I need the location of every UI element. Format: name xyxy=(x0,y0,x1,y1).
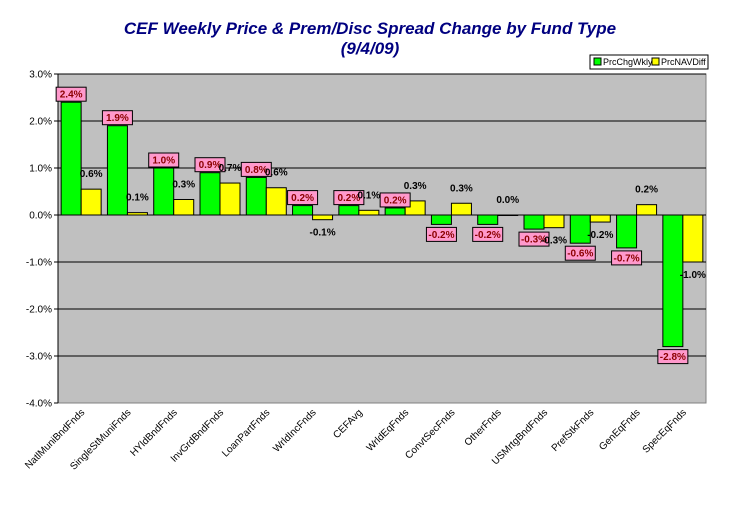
legend-swatch-series1 xyxy=(593,57,602,66)
bar-series2 xyxy=(265,187,287,216)
data-label-box xyxy=(148,152,180,168)
category-label: HYldBndFnds xyxy=(128,407,179,458)
bar-series1 xyxy=(430,214,452,225)
bar-series2 xyxy=(173,198,195,216)
data-label-series1: -0.7% xyxy=(614,253,640,264)
data-label-box xyxy=(240,161,272,177)
bar-series1 xyxy=(477,214,499,225)
data-label-series1: 2.4% xyxy=(60,90,83,101)
bar-series2 xyxy=(312,214,334,221)
bars xyxy=(60,101,704,348)
data-label-box xyxy=(425,226,457,242)
legend-label-series2: PrcNAVDiff xyxy=(661,57,706,67)
chart-subtitle: (9/4/09) xyxy=(341,39,400,58)
y-tick-label: 0.0% xyxy=(29,211,52,222)
data-label-series1: -0.3% xyxy=(521,235,547,246)
data-label-box xyxy=(657,349,689,365)
category-label: WrldEqFnds xyxy=(365,407,412,454)
data-label-series2: 0.6% xyxy=(265,168,288,179)
y-tick-label: -1.0% xyxy=(26,258,52,269)
bar-series1 xyxy=(523,214,545,230)
category-label: SpecEqFnds xyxy=(641,407,689,455)
bar-series2 xyxy=(543,214,565,229)
data-label-series2: 0.6% xyxy=(80,169,103,180)
data-labels: 2.4%0.6%1.9%0.1%1.0%0.3%0.9%0.7% 0.8%0.6%… xyxy=(55,86,706,365)
legend: PrcChgWkly PrcNAVDiff xyxy=(589,54,709,70)
data-label-box xyxy=(55,86,87,102)
data-label-series1: 1.9% xyxy=(106,113,129,124)
data-label-box xyxy=(611,250,643,266)
data-label-series1: 0.2% xyxy=(384,195,407,206)
legend-box xyxy=(589,54,709,70)
data-label-series1: 1.0% xyxy=(152,156,175,167)
bar-series1 xyxy=(153,167,175,216)
bar-series2 xyxy=(589,214,611,223)
category-label: LoanPartFnds xyxy=(220,407,272,459)
bar-series1 xyxy=(106,125,128,216)
y-tick-label: 1.0% xyxy=(29,164,52,175)
data-label-series2: 0.7% xyxy=(219,163,242,174)
data-label-series1: -2.8% xyxy=(660,352,686,363)
data-label-series1: -0.2% xyxy=(428,230,454,241)
plot-area xyxy=(57,73,707,404)
bar-series2 xyxy=(682,214,704,263)
data-label-box xyxy=(287,190,319,206)
data-label-series2: -1.0% xyxy=(680,270,706,281)
data-label-box xyxy=(194,157,226,173)
data-label-series2: 0.1% xyxy=(357,190,380,201)
y-tick-label: 3.0% xyxy=(29,70,52,81)
bar-series1 xyxy=(292,205,314,216)
data-label-box xyxy=(333,190,365,206)
category-label: ConvtSecFnds xyxy=(403,407,457,461)
bar-series2 xyxy=(636,204,658,216)
data-label-series1: 0.2% xyxy=(291,193,314,204)
data-label-box xyxy=(379,192,411,208)
data-label-box xyxy=(101,110,133,126)
chart-title: CEF Weekly Price & Prem/Disc Spread Chan… xyxy=(124,19,616,38)
data-label-series1: 0.9% xyxy=(199,160,222,171)
data-label-series2: -0.2% xyxy=(587,230,613,241)
data-label-series2: -0.3% xyxy=(541,236,567,247)
bar-series2 xyxy=(358,209,380,216)
y-tick-label: 2.0% xyxy=(29,117,52,128)
bar-series1 xyxy=(384,207,406,216)
bar-series2 xyxy=(80,188,102,216)
data-label-box xyxy=(564,245,596,261)
category-label: GenEqFnds xyxy=(597,407,643,453)
data-label-series2: 0.3% xyxy=(404,181,427,192)
data-label-series2: 0.3% xyxy=(450,183,473,194)
data-label-series2: -0.1% xyxy=(310,228,336,239)
data-label-series2: 0.0% xyxy=(496,195,519,206)
bar-series2 xyxy=(219,182,241,216)
y-tick-label: -2.0% xyxy=(26,305,52,316)
data-label-series1: -0.6% xyxy=(567,249,593,260)
legend-swatch-series2 xyxy=(651,57,660,66)
category-label: CEFAvg xyxy=(331,407,365,441)
data-label-series2: 0.3% xyxy=(172,179,195,190)
bar-series1 xyxy=(199,172,221,216)
legend-label-series1: PrcChgWkly xyxy=(603,57,653,67)
bar-series1 xyxy=(60,101,82,216)
category-label: WrldIncFnds xyxy=(271,407,318,454)
data-label-series1: 0.2% xyxy=(337,193,360,204)
bar-series1 xyxy=(338,205,360,216)
category-label: OtherFnds xyxy=(463,407,504,448)
data-label-series1: -0.2% xyxy=(475,230,501,241)
bar-series1 xyxy=(616,214,638,249)
y-tick-label: -4.0% xyxy=(26,399,52,410)
data-label-box xyxy=(518,231,550,247)
bar-series2 xyxy=(450,202,472,216)
data-label-series2: 0.1% xyxy=(126,193,149,204)
bar-series1 xyxy=(245,176,267,216)
category-label: PrefStkFnds xyxy=(550,407,597,454)
grid-lines xyxy=(58,73,706,357)
data-label-box xyxy=(472,226,504,242)
data-label-series2: 0.2% xyxy=(635,185,658,196)
data-label-series1: 0.8% xyxy=(245,165,268,176)
y-tick-label: -3.0% xyxy=(26,352,52,363)
